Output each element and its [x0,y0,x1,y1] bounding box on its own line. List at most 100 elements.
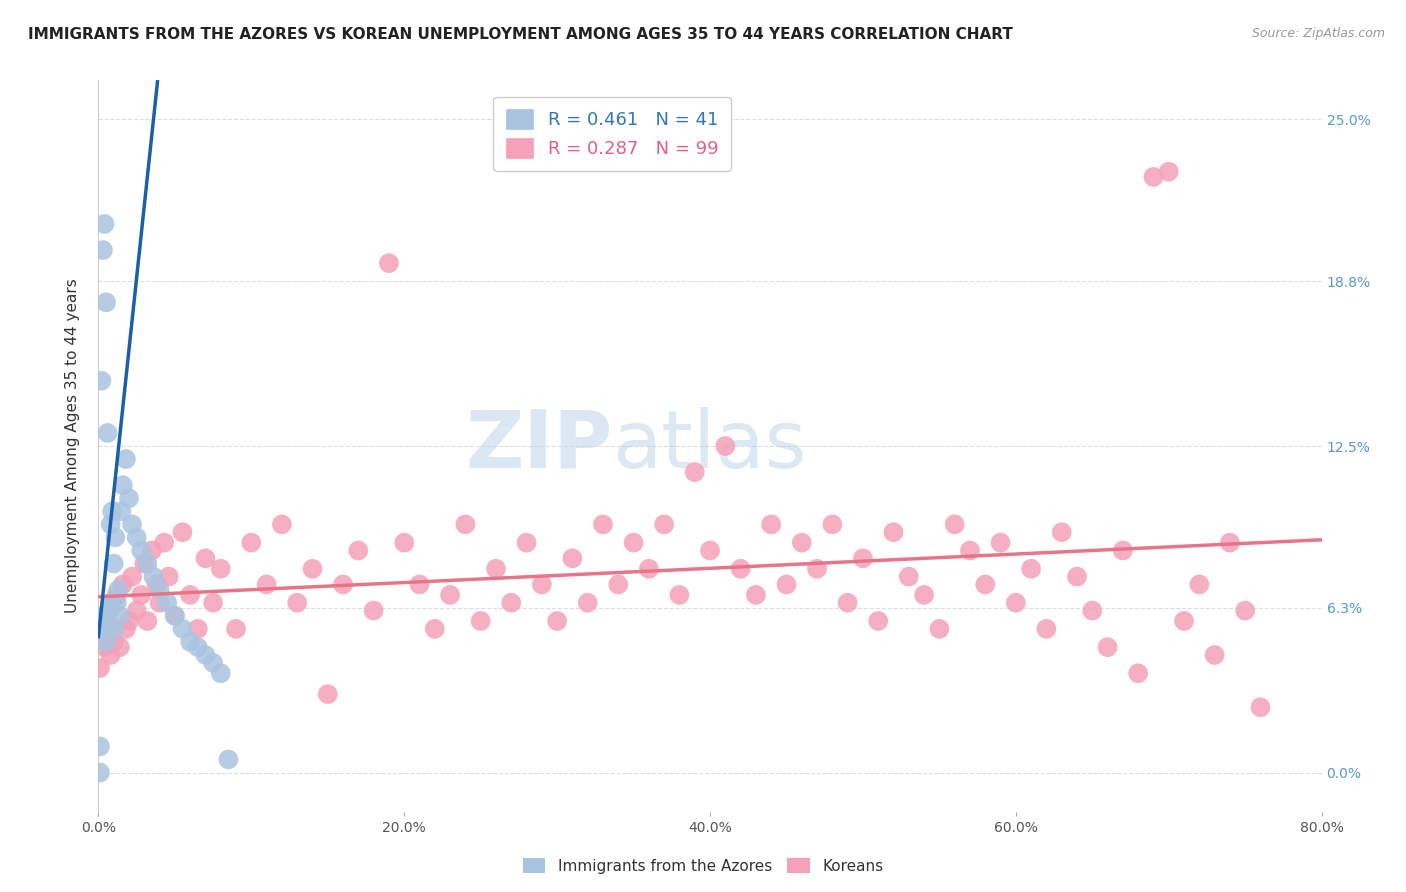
Point [683,465,706,479]
Text: IMMIGRANTS FROM THE AZORES VS KOREAN UNEMPLOYMENT AMONG AGES 35 TO 44 YEARS CORR: IMMIGRANTS FROM THE AZORES VS KOREAN UNE… [28,27,1012,42]
Point [93,640,115,655]
Point [163,608,186,623]
Point [103,557,125,571]
Point [439,588,461,602]
Text: ZIP: ZIP [465,407,612,485]
Point [821,517,844,532]
Point [104,530,127,544]
Point [93,622,115,636]
Point [974,577,997,591]
Point [546,614,568,628]
Point [90,608,112,623]
Point [454,517,477,532]
Point [897,569,920,583]
Point [89,739,111,754]
Point [91,622,114,636]
Point [1157,164,1180,178]
Point [90,614,112,628]
Point [97,622,120,636]
Point [111,478,134,492]
Point [1188,577,1211,591]
Point [928,622,950,636]
Point [163,608,186,623]
Point [118,614,141,628]
Point [1219,535,1241,549]
Point [256,577,278,591]
Point [108,608,131,623]
Point [94,635,117,649]
Point [209,562,232,576]
Point [179,588,201,602]
Point [852,551,875,566]
Point [392,535,416,549]
Point [699,543,721,558]
Point [470,614,492,628]
Point [105,596,128,610]
Point [111,577,134,591]
Point [202,596,225,610]
Point [107,582,129,597]
Point [149,596,172,610]
Point [97,630,120,644]
Point [194,551,217,566]
Point [103,622,125,636]
Point [363,603,385,617]
Point [745,588,768,602]
Point [408,577,430,591]
Point [100,596,122,610]
Point [868,614,890,628]
Point [301,562,323,576]
Point [1234,603,1257,617]
Point [94,295,117,310]
Point [730,562,752,576]
Point [637,562,661,576]
Point [89,661,111,675]
Point [141,543,163,558]
Point [98,603,121,617]
Point [134,557,156,571]
Point [129,543,152,558]
Point [121,569,143,583]
Point [156,596,179,610]
Point [103,635,125,649]
Y-axis label: Unemployment Among Ages 35 to 44 years: Unemployment Among Ages 35 to 44 years [65,278,80,614]
Point [1249,700,1271,714]
Point [187,640,209,655]
Point [100,648,122,662]
Point [105,588,128,602]
Point [202,656,225,670]
Point [1112,543,1135,558]
Point [172,525,194,540]
Point [592,517,614,532]
Point [98,603,121,617]
Point [209,666,232,681]
Point [912,588,935,602]
Point [149,582,172,597]
Point [125,603,148,617]
Point [378,256,401,270]
Point [89,765,111,780]
Point [240,535,263,549]
Point [652,517,675,532]
Point [100,517,122,532]
Point [153,535,176,549]
Point [316,687,339,701]
Point [1081,603,1104,617]
Point [142,569,165,583]
Point [93,217,115,231]
Point [576,596,599,610]
Point [943,517,966,532]
Point [172,622,194,636]
Legend: R = 0.461   N = 41, R = 0.287   N = 99: R = 0.461 N = 41, R = 0.287 N = 99 [494,96,731,170]
Text: Source: ZipAtlas.com: Source: ZipAtlas.com [1251,27,1385,40]
Point [516,535,538,549]
Point [423,622,446,636]
Point [332,577,354,591]
Point [959,543,981,558]
Point [530,577,553,591]
Point [157,569,180,583]
Point [121,517,143,532]
Point [125,530,148,544]
Point [115,622,138,636]
Point [759,517,782,532]
